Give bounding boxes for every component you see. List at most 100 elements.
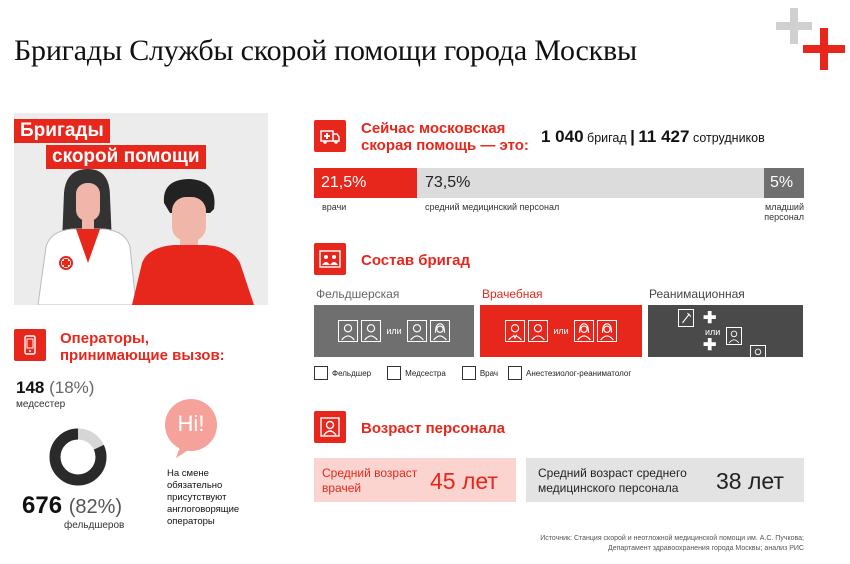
age-medium-value: 38 лет: [716, 468, 784, 494]
hero-title-line2: скорой помощи: [46, 145, 206, 169]
medics-illustration: [37, 169, 254, 305]
phone-icon: [24, 335, 36, 355]
source-note: Источник: Станция скорой и неотложной ме…: [464, 534, 804, 554]
now-heading-line2: скорая помощь — это:: [361, 137, 529, 154]
age-medium-label-line1: Средний возраст среднего: [538, 466, 687, 480]
junior-staff-label-line2: персонал: [764, 212, 804, 222]
doctors-label: врачи: [322, 202, 347, 212]
nurses-label: медсестер: [16, 399, 66, 410]
paramedics-stat: 676 (82%): [22, 492, 122, 520]
junior-staff-segment: 5%: [764, 168, 804, 198]
legend-doctor: Врач: [479, 368, 499, 378]
operators-heading: Операторы, принимающие вызов:: [60, 330, 225, 364]
or-label: или: [386, 326, 402, 336]
age-medium-label-line2: медицинского персонала: [538, 481, 679, 495]
age-doctors-value: 45 лет: [430, 468, 498, 494]
now-heading: Сейчас московская скорая помощь — это:: [361, 120, 529, 154]
syringe-icon: [678, 390, 694, 408]
plus-icon: ✚: [703, 310, 717, 327]
nurses-stat: 148 (18%): [16, 378, 94, 398]
ambulance-icon: [320, 130, 340, 144]
source-line1: Источник: Станция скорой и неотложной ме…: [540, 535, 804, 542]
or-label: или: [705, 327, 721, 337]
bubble-text: Hi!: [177, 411, 205, 436]
team-icon-box: [314, 243, 346, 275]
brigade-reanimation: ✚ или ✚: [648, 305, 803, 444]
nurse-legend-icon: [387, 366, 402, 380]
paramedic-icon: [750, 345, 766, 363]
nurses-pct: (18%): [49, 378, 95, 397]
ambulance-icon-box: [314, 120, 346, 152]
brigade-doctor: или: [480, 305, 642, 357]
legend-nurse: Медсестра: [405, 368, 446, 378]
paramedic-icon: [726, 327, 742, 345]
staff-share-bar: 21,5% 73,5% 5%: [314, 168, 804, 198]
age-heading: Возраст персонала: [361, 420, 505, 437]
page-title: Бригады Службы скорой помощи города Моск…: [14, 34, 637, 67]
paramedic-icon: [338, 320, 359, 342]
medium-staff-segment: 73,5%: [417, 168, 764, 198]
phone-icon-box: [14, 329, 46, 361]
totals-separator: |: [630, 127, 635, 146]
staff-count: 11 427: [638, 127, 690, 146]
hero-illustration: Бригады скорой помощи: [14, 113, 268, 305]
paramedic-icon: [406, 320, 427, 342]
nurse-icon: [429, 320, 450, 342]
now-totals: 1 040 бригад | 11 427 сотрудников: [541, 127, 765, 147]
brigade-paramedic: или: [314, 305, 474, 357]
speech-bubble-icon: [165, 399, 217, 458]
paramedics-pct: (82%): [68, 496, 123, 518]
source-line2: Департамент здравоохранения города Москв…: [607, 545, 804, 552]
or-label: или: [553, 326, 569, 336]
age-doctors-label-line1: Средний возраст: [322, 466, 418, 480]
brigades-count: 1 040: [541, 127, 584, 146]
composition-heading: Состав бригад: [361, 252, 470, 269]
operators-donut: [49, 428, 107, 486]
doctors-segment: 21,5%: [314, 168, 417, 198]
note-line: присутствуют: [167, 492, 227, 503]
person-icon: [320, 417, 340, 437]
donut-paramedics-arc: [49, 428, 107, 486]
medium-staff-label: средний медицинский персонал: [425, 202, 560, 212]
type-doctor-name: Врачебная: [482, 287, 543, 301]
paramedic-legend-icon: [314, 366, 328, 380]
age-medium-box: Средний возраст среднего медицинского пе…: [526, 458, 804, 502]
junior-staff-label: младший персонал: [740, 202, 804, 222]
medium-staff-pct: 73,5%: [425, 174, 471, 191]
brigades-unit: бригад: [587, 131, 627, 145]
nurse-icon: [750, 426, 766, 444]
paramedics-count: 676: [22, 492, 63, 519]
note-line: На смене: [167, 468, 209, 479]
junior-staff-label-line1: младший: [765, 202, 804, 212]
composition-legend: Фельдшер Медсестра Врач Анестезиолог-реа…: [314, 366, 631, 380]
plus-logo-icon: [776, 8, 845, 70]
nurses-count: 148: [16, 378, 45, 397]
age-doctors-label-line2: врачей: [322, 481, 362, 495]
operators-note: На смене обязательно присутствуют англог…: [167, 468, 239, 528]
note-line: англоговорящие: [167, 504, 240, 515]
paramedic-icon: [361, 320, 382, 342]
hero-title-line1: Бригады: [14, 119, 110, 143]
type-reanimation-name: Реанимационная: [649, 287, 745, 301]
syringe-icon: [678, 309, 694, 327]
age-doctors-label: Средний возраст врачей: [322, 466, 417, 496]
type-paramedic-name: Фельдшерская: [316, 287, 400, 301]
syringe-legend-icon: [508, 366, 523, 380]
staff-unit: сотрудников: [692, 131, 765, 145]
doctor-legend-icon: [461, 366, 476, 380]
legend-anesthesiologist: Анестезиолог-реаниматолог: [526, 368, 632, 378]
doctors-pct: 21,5%: [321, 174, 367, 191]
age-medium-label: Средний возраст среднего медицинского пе…: [538, 466, 687, 496]
paramedics-label: фельдшеров: [64, 520, 125, 531]
person-icon-box: [314, 411, 346, 443]
operators-heading-line1: Операторы,: [60, 330, 150, 347]
paramedic-icon: [528, 320, 549, 342]
doctor-icon: [505, 320, 526, 342]
legend-paramedic: Фельдшер: [332, 368, 372, 378]
junior-staff-pct: 5%: [770, 174, 794, 191]
paramedic-icon: [726, 408, 742, 426]
note-line: операторы: [167, 516, 215, 527]
nurse-icon: [573, 320, 594, 342]
team-icon: [319, 250, 341, 268]
operators-heading-line2: принимающие вызов:: [60, 347, 225, 364]
